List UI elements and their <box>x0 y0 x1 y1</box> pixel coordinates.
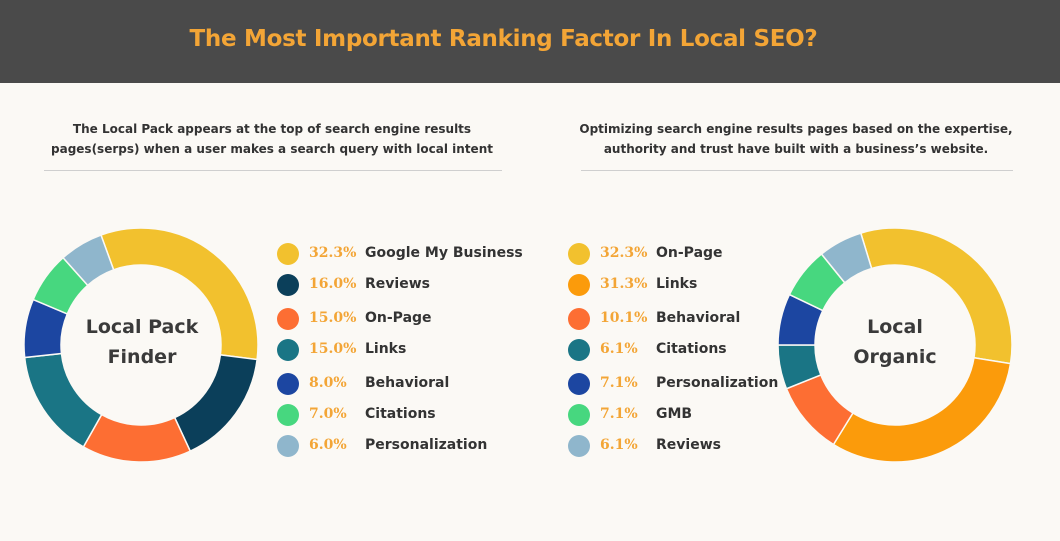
legend-item: 32.3% Google My Business <box>277 240 557 268</box>
legend-label: Behavioral <box>656 310 741 326</box>
legend-swatch <box>277 274 299 296</box>
legend-percent: 10.1% <box>600 310 648 326</box>
local-pack-center-line1: Local Pack <box>85 316 199 338</box>
legend-percent: 7.1% <box>600 406 638 422</box>
legend-swatch <box>568 308 590 330</box>
legend-item: 15.0% On-Page <box>277 305 557 333</box>
local-pack-center-line2: Finder <box>107 346 177 368</box>
legend-item: 6.0% Personalization <box>277 432 557 460</box>
legend-item: 6.1% Citations <box>568 336 848 364</box>
donut-hole <box>815 265 975 425</box>
legend-item: 10.1% Behavioral <box>568 305 848 333</box>
legend-item: 7.1% GMB <box>568 401 848 429</box>
legend-item: 8.0% Behavioral <box>277 370 557 398</box>
legend-percent: 15.0% <box>309 310 357 326</box>
legend-swatch <box>277 243 299 265</box>
legend-percent: 16.0% <box>309 276 357 292</box>
legend-swatch <box>277 435 299 457</box>
legend-label: Behavioral <box>365 375 450 391</box>
legend-percent: 6.1% <box>600 437 638 453</box>
donut-hole <box>61 265 221 425</box>
legend-item: 15.0% Links <box>277 336 557 364</box>
legend-percent: 32.3% <box>600 245 648 261</box>
local-organic-donut-chart <box>777 227 1013 463</box>
left-description-line1: The Local Pack appears at the top of sea… <box>72 122 472 136</box>
legend-percent: 31.3% <box>600 276 648 292</box>
legend-item: 6.1% Reviews <box>568 432 848 460</box>
legend-percent: 15.0% <box>309 341 357 357</box>
legend-percent: 7.1% <box>600 375 638 391</box>
legend-item: 7.0% Citations <box>277 401 557 429</box>
legend-label: Reviews <box>656 437 721 453</box>
legend-percent: 6.0% <box>309 437 347 453</box>
local-pack-center-label: Local Pack Finder <box>57 312 227 372</box>
legend-percent: 7.0% <box>309 406 347 422</box>
legend-percent: 32.3% <box>309 245 357 261</box>
legend-swatch <box>568 404 590 426</box>
left-description: The Local Pack appears at the top of sea… <box>42 119 502 159</box>
legend-label: GMB <box>656 406 693 422</box>
local-organic-center-line2: Organic <box>853 346 937 368</box>
legend-swatch <box>277 339 299 361</box>
right-divider <box>581 170 1013 171</box>
legend-label: Links <box>656 276 698 292</box>
legend-swatch <box>568 373 590 395</box>
legend-label: Personalization <box>365 437 488 453</box>
legend-label: Links <box>365 341 407 357</box>
legend-label: Google My Business <box>365 245 523 261</box>
legend-percent: 6.1% <box>600 341 638 357</box>
legend-item: 31.3% Links <box>568 271 848 299</box>
legend-label: Citations <box>656 341 727 357</box>
legend-label: Reviews <box>365 276 430 292</box>
legend-item: 16.0% Reviews <box>277 271 557 299</box>
left-divider <box>44 170 502 171</box>
right-description-line2: authority and trust have built with a bu… <box>603 142 989 156</box>
legend-swatch <box>568 243 590 265</box>
local-pack-donut-chart <box>23 227 259 463</box>
legend-swatch <box>277 373 299 395</box>
right-description: Optimizing search engine results pages b… <box>566 119 1026 159</box>
legend-swatch <box>277 308 299 330</box>
legend-percent: 8.0% <box>309 375 347 391</box>
legend-swatch <box>568 435 590 457</box>
legend-swatch <box>568 339 590 361</box>
legend-label: Personalization <box>656 375 779 391</box>
legend-label: On-Page <box>656 245 723 261</box>
legend-label: Citations <box>365 406 436 422</box>
left-description-line2: pages(serps) when a user makes a search … <box>51 142 493 156</box>
right-description-line1: Optimizing search engine results pages b… <box>579 122 1013 136</box>
legend-swatch <box>568 274 590 296</box>
local-organic-center-label: Local Organic <box>810 312 980 372</box>
legend-label: On-Page <box>365 310 432 326</box>
local-organic-center-line1: Local <box>867 316 923 338</box>
legend-swatch <box>277 404 299 426</box>
legend-item: 7.1% Personalization <box>568 370 848 398</box>
page-title: The Most Important Ranking Factor In Loc… <box>189 26 818 52</box>
legend-item: 32.3% On-Page <box>568 240 848 268</box>
header-bar <box>0 0 1060 83</box>
